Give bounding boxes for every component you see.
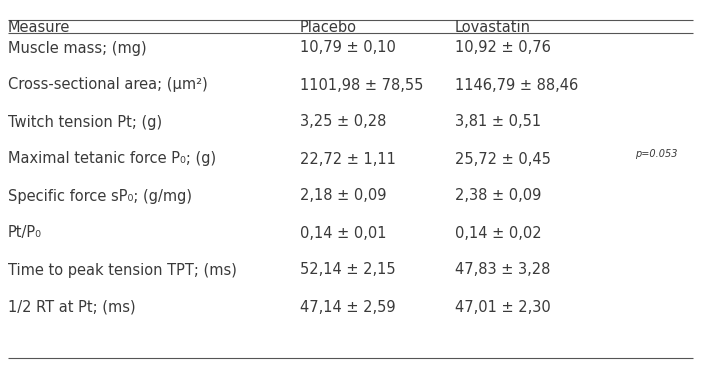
Text: 2,18 ± 0,09: 2,18 ± 0,09 [300, 189, 386, 204]
Text: 3,25 ± 0,28: 3,25 ± 0,28 [300, 114, 386, 129]
Text: 47,14 ± 2,59: 47,14 ± 2,59 [300, 300, 395, 315]
Text: Specific force sP₀; (g/mg): Specific force sP₀; (g/mg) [8, 189, 192, 204]
Text: Pt/P₀: Pt/P₀ [8, 225, 42, 240]
Text: Measure: Measure [8, 20, 70, 35]
Text: 3,81 ± 0,51: 3,81 ± 0,51 [455, 114, 541, 129]
Text: Twitch tension Pt; (g): Twitch tension Pt; (g) [8, 114, 162, 129]
Text: 0,14 ± 0,02: 0,14 ± 0,02 [455, 225, 542, 240]
Text: 10,92 ± 0,76: 10,92 ± 0,76 [455, 40, 551, 56]
Text: 47,01 ± 2,30: 47,01 ± 2,30 [455, 300, 551, 315]
Text: Placebo: Placebo [300, 20, 357, 35]
Text: Cross-sectional area; (μm²): Cross-sectional area; (μm²) [8, 78, 207, 93]
Text: Muscle mass; (mg): Muscle mass; (mg) [8, 40, 147, 56]
Text: 1101,98 ± 78,55: 1101,98 ± 78,55 [300, 78, 423, 93]
Text: 0,14 ± 0,01: 0,14 ± 0,01 [300, 225, 386, 240]
Text: Lovastatin: Lovastatin [455, 20, 531, 35]
Text: 52,14 ± 2,15: 52,14 ± 2,15 [300, 262, 395, 278]
Text: 10,79 ± 0,10: 10,79 ± 0,10 [300, 40, 396, 56]
Text: 22,72 ± 1,11: 22,72 ± 1,11 [300, 152, 396, 166]
Text: 1146,79 ± 88,46: 1146,79 ± 88,46 [455, 78, 578, 93]
Text: Maximal tetanic force P₀; (g): Maximal tetanic force P₀; (g) [8, 152, 216, 166]
Text: 47,83 ± 3,28: 47,83 ± 3,28 [455, 262, 550, 278]
Text: 25,72 ± 0,45: 25,72 ± 0,45 [455, 152, 551, 166]
Text: p=0.053: p=0.053 [635, 149, 677, 159]
Text: Time to peak tension TPT; (ms): Time to peak tension TPT; (ms) [8, 262, 237, 278]
Text: 1/2 RT at Pt; (ms): 1/2 RT at Pt; (ms) [8, 300, 135, 315]
Text: 2,38 ± 0,09: 2,38 ± 0,09 [455, 189, 541, 204]
